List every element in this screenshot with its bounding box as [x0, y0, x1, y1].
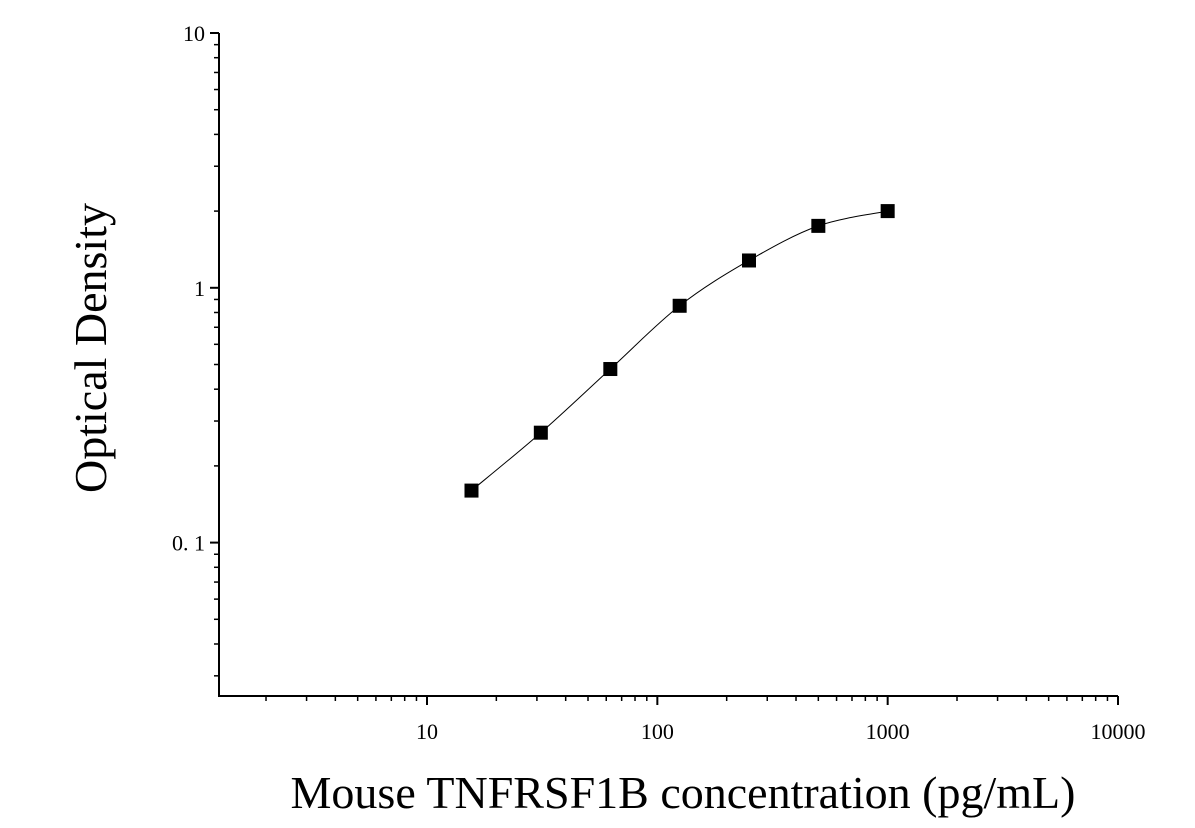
ticks — [210, 32, 1119, 705]
y-axis-title: Optical Density — [65, 203, 116, 493]
data-point — [741, 253, 756, 268]
data-point — [603, 362, 618, 377]
fit-curve — [471, 210, 888, 491]
data-point — [533, 425, 548, 440]
data-point — [880, 204, 895, 219]
data-point — [811, 218, 826, 233]
tick-labels: 10 100 1000 10000 0. 1 1 10 — [172, 21, 1146, 744]
x-tick-label: 10 — [416, 719, 438, 744]
y-tick-label: 10 — [183, 21, 205, 46]
data-point — [464, 483, 479, 498]
x-axis-title: Mouse TNFRSF1B concentration (pg/mL) — [291, 767, 1076, 818]
x-tick-label: 1000 — [866, 719, 910, 744]
data-points — [464, 204, 895, 498]
y-tick-label: 1 — [194, 276, 205, 301]
x-tick-label: 10000 — [1091, 719, 1146, 744]
axes — [218, 33, 1118, 697]
data-point — [672, 298, 687, 313]
y-tick-label: 0. 1 — [172, 531, 205, 556]
x-tick-label: 100 — [641, 719, 674, 744]
